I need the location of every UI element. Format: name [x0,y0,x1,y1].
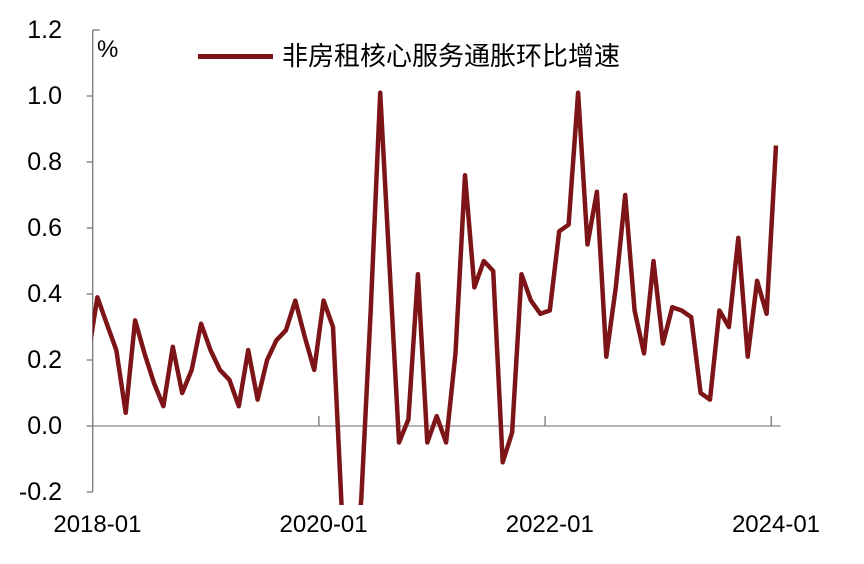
x-tick-label: 2024-01 [731,511,821,538]
y-axis-unit-label: % [97,36,119,63]
y-tick-label: 0.8 [27,148,62,176]
legend: 非房租核心服务通胀环比增速 [198,40,620,72]
y-tick-label: 1.2 [27,16,62,44]
y-tick-label: 0.4 [27,280,62,308]
x-tick-label: 2022-01 [505,511,594,538]
legend-line-swatch [198,53,273,59]
y-tick-label: 0.0 [27,412,62,440]
legend-label: 非房租核心服务通胀环比增速 [282,41,621,71]
x-tick-label: 2020-01 [279,511,368,538]
y-tick-label: 0.6 [27,214,62,242]
y-tick-label: 1.0 [27,82,62,110]
x-tick-label: 2018-01 [53,511,142,538]
series-line [92,90,779,505]
y-tick-label: 0.2 [27,346,62,374]
y-tick-label: -0.2 [18,478,62,506]
